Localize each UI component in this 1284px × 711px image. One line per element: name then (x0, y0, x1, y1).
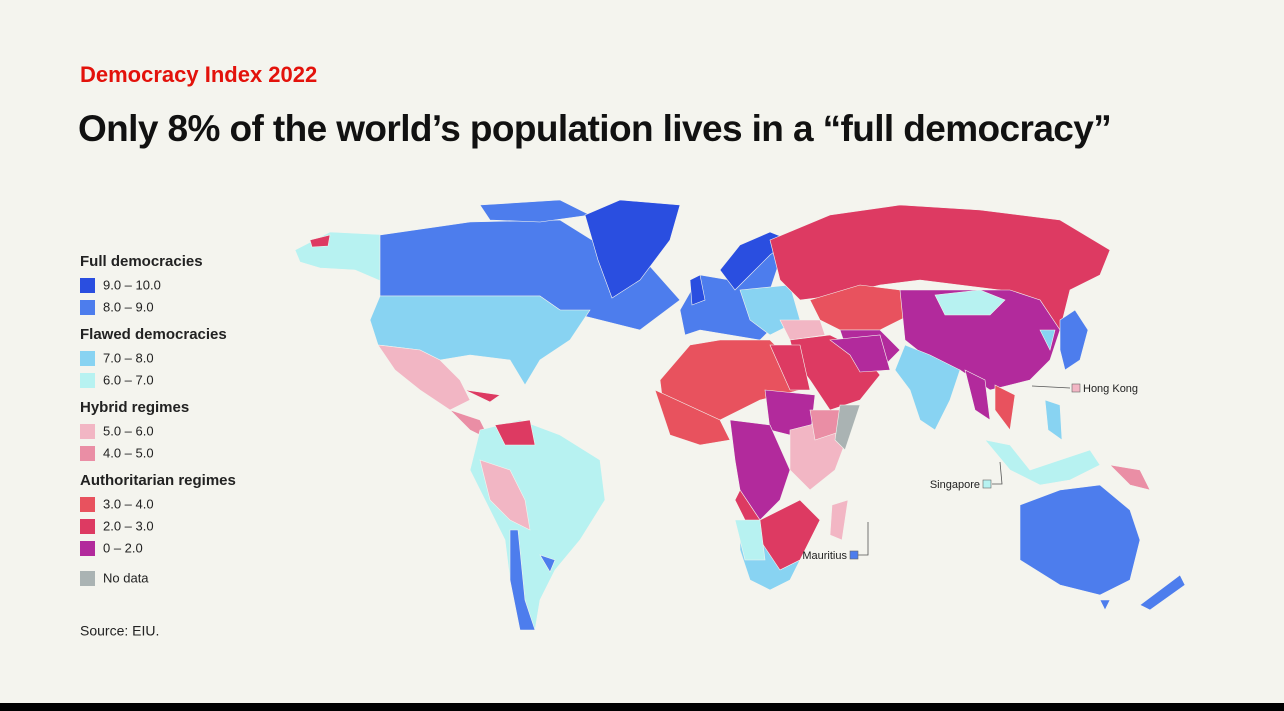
legend-swatch (80, 351, 95, 366)
legend-label: 8.0 – 9.0 (103, 299, 154, 314)
legend-label: 6.0 – 7.0 (103, 372, 154, 387)
leader-line (858, 522, 869, 556)
country (994, 384, 1016, 431)
legend-swatch (80, 497, 95, 512)
callout-label: Hong Kong (1083, 383, 1138, 395)
legend-swatch (80, 424, 95, 439)
legend-swatch (80, 541, 95, 556)
legend-heading: Full democracies (80, 253, 203, 270)
legend-label: 7.0 – 8.0 (103, 350, 154, 365)
legend-label: 4.0 – 5.0 (103, 445, 154, 460)
country (309, 234, 331, 248)
legend-label: 3.0 – 4.0 (103, 496, 154, 511)
country (829, 499, 849, 541)
country (479, 199, 591, 223)
world-map (294, 199, 1186, 631)
legend: Full democracies 9.0 – 10.0 8.0 – 9.0 Flawe… (80, 253, 236, 586)
country (934, 289, 1006, 316)
leader-line (1031, 385, 1071, 389)
callout-swatch (982, 479, 992, 489)
country (377, 344, 471, 411)
country (809, 284, 921, 331)
legend-heading: Hybrid regimes (80, 399, 189, 416)
country (494, 419, 536, 446)
legend-label: 5.0 – 6.0 (103, 423, 154, 438)
callout-swatch (849, 550, 859, 560)
legend-swatch (80, 519, 95, 534)
country (654, 389, 731, 446)
country (1109, 464, 1151, 491)
callouts: Hong Kong Singapore Mauritius (802, 383, 1138, 562)
callout-label: Mauritius (802, 550, 847, 562)
country (539, 554, 556, 573)
callout-label: Singapore (930, 479, 980, 491)
bottom-bar (0, 703, 1284, 711)
legend-label: 9.0 – 10.0 (103, 277, 161, 292)
subtitle: Democracy Index 2022 (80, 62, 317, 87)
country (729, 419, 791, 521)
country (1099, 599, 1111, 611)
legend-label: No data (103, 570, 149, 585)
country (464, 389, 501, 403)
country (584, 199, 681, 299)
country (894, 344, 961, 431)
callout-leaders (858, 385, 1071, 556)
source: Source: EIU. (80, 623, 159, 639)
legend-swatch (80, 571, 95, 586)
country (1059, 309, 1089, 371)
legend-swatch (80, 373, 95, 388)
legend-label: 0 – 2.0 (103, 540, 143, 555)
country (509, 529, 536, 631)
country (479, 459, 531, 531)
country (779, 319, 826, 341)
legend-swatch (80, 278, 95, 293)
country (829, 334, 891, 373)
country (1044, 399, 1063, 441)
legend-swatch (80, 446, 95, 461)
legend-heading: Flawed democracies (80, 326, 227, 343)
country (689, 274, 706, 306)
country (734, 519, 766, 561)
country (769, 344, 811, 391)
country (1019, 484, 1141, 596)
legend-label: 2.0 – 3.0 (103, 518, 154, 533)
legend-swatch (80, 300, 95, 315)
title: Only 8% of the world’s population lives … (78, 108, 1111, 149)
country (964, 369, 991, 421)
country (1039, 329, 1056, 351)
legend-heading: Authoritarian regimes (80, 472, 236, 489)
callout-swatch (1071, 383, 1081, 393)
country (834, 404, 861, 451)
country (1139, 574, 1186, 611)
country (984, 439, 1101, 486)
leader-line (992, 461, 1003, 485)
